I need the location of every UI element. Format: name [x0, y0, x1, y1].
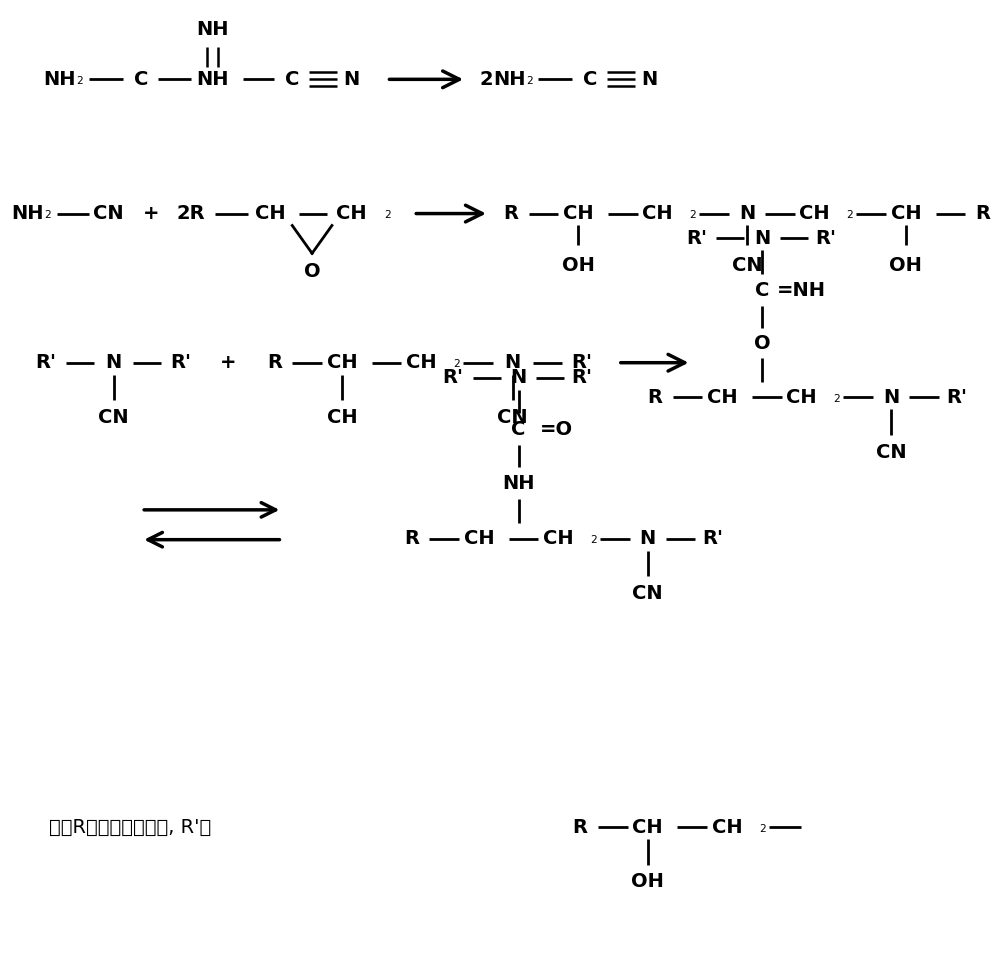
- Text: CH: CH: [642, 204, 673, 223]
- Text: R: R: [647, 388, 662, 407]
- Text: R: R: [975, 204, 990, 223]
- Text: =NH: =NH: [777, 280, 826, 300]
- Text: CN: CN: [732, 255, 762, 275]
- Text: NH: NH: [197, 70, 229, 89]
- Text: CN: CN: [98, 408, 129, 426]
- Text: $_2$: $_2$: [76, 72, 84, 87]
- Text: N: N: [739, 204, 755, 223]
- Text: CH: CH: [543, 529, 574, 548]
- Text: 2: 2: [479, 70, 493, 89]
- Text: CH: CH: [563, 204, 594, 223]
- Text: R: R: [573, 817, 588, 836]
- Text: $_2$: $_2$: [833, 390, 841, 405]
- Text: R': R': [946, 388, 967, 407]
- Text: CH: CH: [406, 353, 437, 372]
- Text: NH: NH: [197, 20, 229, 39]
- Text: N: N: [642, 70, 658, 89]
- Text: $_2$: $_2$: [689, 206, 697, 221]
- Text: NH: NH: [493, 70, 526, 89]
- Text: CH: CH: [336, 204, 367, 223]
- Text: O: O: [304, 262, 320, 280]
- Text: R': R': [815, 229, 836, 248]
- Text: +: +: [143, 204, 159, 223]
- Text: C: C: [755, 280, 769, 300]
- Text: CH: CH: [632, 817, 663, 836]
- Text: NH: NH: [11, 204, 44, 223]
- Text: $_2$: $_2$: [846, 206, 854, 221]
- Text: N: N: [640, 529, 656, 548]
- Text: CH: CH: [786, 388, 817, 407]
- Text: NH: NH: [43, 70, 76, 89]
- Text: C: C: [583, 70, 597, 89]
- Text: R': R': [703, 529, 724, 548]
- Text: R: R: [503, 204, 518, 223]
- Text: N: N: [344, 70, 360, 89]
- Text: R': R': [171, 353, 192, 372]
- Text: $_2$: $_2$: [590, 531, 598, 546]
- Text: =O: =O: [540, 420, 573, 439]
- Text: +: +: [219, 353, 236, 372]
- Text: N: N: [883, 388, 899, 407]
- Text: N: N: [754, 229, 770, 248]
- Text: CH: CH: [712, 817, 742, 836]
- Text: 式中R为环氧树脂残基, R'为: 式中R为环氧树脂残基, R'为: [49, 817, 211, 836]
- Text: R: R: [404, 529, 419, 548]
- Text: $_2$: $_2$: [526, 72, 533, 87]
- Text: C: C: [511, 420, 526, 439]
- Text: CN: CN: [632, 584, 663, 602]
- Text: NH: NH: [502, 474, 535, 492]
- Text: CH: CH: [891, 204, 921, 223]
- Text: CH: CH: [799, 204, 830, 223]
- Text: N: N: [105, 353, 122, 372]
- Text: C: C: [134, 70, 148, 89]
- Text: N: N: [505, 353, 521, 372]
- Text: R': R': [443, 368, 464, 387]
- Text: $_2$: $_2$: [44, 206, 52, 221]
- Text: $_2$: $_2$: [453, 355, 461, 370]
- Text: $_2$: $_2$: [384, 206, 391, 221]
- Text: CH: CH: [327, 353, 357, 372]
- Text: OH: OH: [889, 255, 922, 275]
- Text: CH: CH: [255, 204, 286, 223]
- Text: $_2$: $_2$: [759, 819, 767, 835]
- Text: CH: CH: [327, 408, 357, 426]
- Text: R': R': [686, 229, 707, 248]
- Text: R: R: [267, 353, 282, 372]
- Text: CH: CH: [464, 529, 494, 548]
- Text: 2R: 2R: [177, 204, 205, 223]
- Text: C: C: [285, 70, 299, 89]
- Text: N: N: [510, 368, 527, 387]
- Text: R': R': [572, 353, 593, 372]
- Text: R': R': [572, 368, 593, 387]
- Text: R': R': [35, 353, 56, 372]
- Text: OH: OH: [631, 872, 664, 892]
- Text: CN: CN: [497, 408, 528, 426]
- Text: CH: CH: [707, 388, 737, 407]
- Text: CN: CN: [876, 443, 906, 461]
- Text: OH: OH: [562, 255, 595, 275]
- Text: CN: CN: [93, 204, 124, 223]
- Text: O: O: [754, 335, 770, 353]
